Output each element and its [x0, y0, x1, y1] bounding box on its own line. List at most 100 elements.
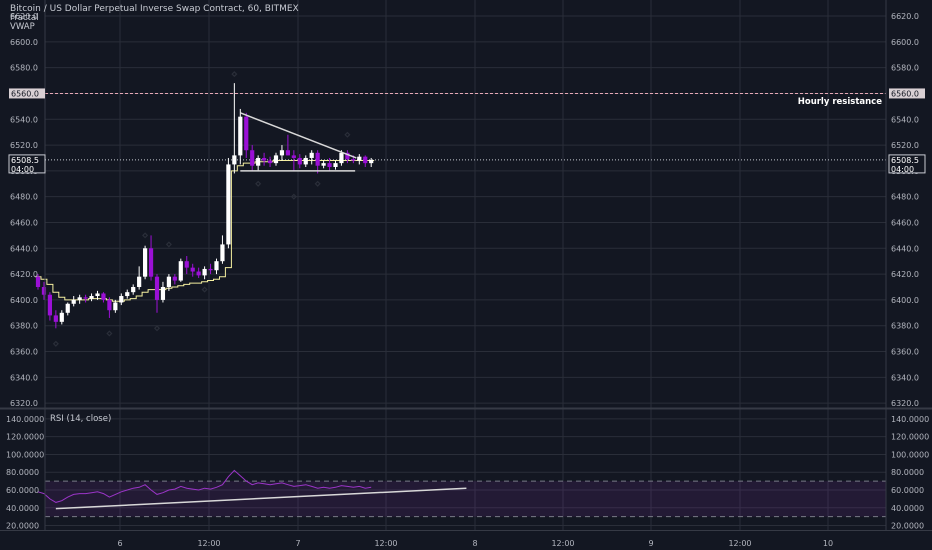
candle[interactable] [321, 160, 326, 169]
candle[interactable] [297, 154, 302, 169]
rsi-tick-label-left: 80.0000 [6, 468, 39, 477]
candle[interactable] [285, 134, 290, 156]
candle[interactable] [137, 266, 142, 290]
candle[interactable] [267, 156, 273, 167]
candle-body-bull [59, 312, 64, 322]
candle[interactable] [214, 258, 219, 275]
candle-body-bull [232, 155, 237, 165]
candle-body-bull [202, 268, 207, 276]
candle[interactable] [107, 297, 112, 318]
candle[interactable] [160, 281, 166, 303]
fractal-down-marker [106, 330, 113, 337]
price-tick-label-right: 6380.0 [891, 322, 919, 331]
candle-body-bull [119, 296, 124, 303]
candle-body-bull [369, 159, 374, 164]
candle[interactable] [196, 267, 201, 278]
trendline-drawings[interactable] [240, 112, 357, 172]
rsi-tick-label-left: 100.0000 [6, 450, 44, 459]
candle[interactable] [369, 157, 374, 167]
candle[interactable] [220, 235, 225, 264]
time-tick-label: 12:00 [728, 539, 751, 548]
candle[interactable] [327, 157, 332, 171]
candle[interactable] [345, 150, 350, 164]
candle-body-bull [89, 296, 94, 299]
rsi-title[interactable]: RSI (14, close) [50, 414, 111, 424]
candle[interactable] [315, 150, 320, 174]
candle[interactable] [238, 108, 243, 165]
resistance-price-tag-right[interactable] [889, 88, 925, 99]
candle[interactable] [77, 294, 82, 304]
candle[interactable] [232, 83, 237, 174]
candle[interactable] [303, 155, 308, 167]
candle-body-bear [53, 315, 58, 322]
candle[interactable] [119, 293, 124, 306]
candle[interactable] [59, 310, 64, 325]
candle[interactable] [250, 145, 255, 171]
candle-body-bull [137, 276, 142, 287]
candle[interactable] [226, 157, 231, 249]
time-tick-label: 12:00 [374, 539, 397, 548]
fractal-down-marker [255, 180, 262, 187]
candle[interactable] [244, 112, 249, 158]
candle[interactable] [190, 263, 195, 277]
candle[interactable] [262, 152, 267, 166]
candle[interactable] [53, 310, 58, 329]
candle-body-bull [65, 303, 70, 313]
price-tick-label-left: 6340.0 [10, 373, 38, 382]
price-tick-label-left: 6600.0 [10, 38, 38, 47]
price-tick-label-right: 6600.0 [891, 38, 919, 47]
price-tick-label-right: 6440.0 [891, 244, 919, 253]
candle[interactable] [41, 281, 47, 300]
candle[interactable] [166, 274, 171, 291]
candle[interactable] [309, 150, 314, 165]
candle[interactable] [125, 289, 130, 299]
candle-body-bear [35, 276, 41, 287]
candle[interactable] [291, 150, 296, 171]
candle[interactable] [256, 155, 261, 171]
candle[interactable] [333, 160, 338, 170]
rsi-indicator [37, 469, 467, 510]
candle[interactable] [113, 299, 118, 313]
candle[interactable] [143, 245, 148, 280]
candle[interactable] [357, 154, 362, 165]
descending-trendline[interactable] [240, 112, 357, 159]
candle-body-bull [279, 150, 285, 156]
candle[interactable] [172, 274, 177, 285]
candle-body-bull [321, 163, 326, 166]
indicator-fractal-label[interactable]: Fractal [10, 13, 39, 23]
rsi-tick-label-left: 140.0000 [6, 415, 44, 424]
candle[interactable] [363, 155, 368, 167]
candle-body-bear [83, 297, 88, 299]
candle-body-bull [333, 163, 338, 167]
resistance-price-label-left: 6560.0 [11, 89, 39, 98]
candle[interactable] [208, 263, 213, 275]
candle[interactable] [35, 274, 41, 290]
candle[interactable] [131, 284, 136, 295]
candle[interactable] [65, 302, 70, 316]
price-tick-label-left: 6320.0 [10, 399, 38, 408]
candle[interactable] [279, 145, 285, 161]
time-tick-label: 8 [472, 539, 477, 548]
candle[interactable] [273, 152, 279, 166]
candle[interactable] [89, 293, 94, 302]
candle[interactable] [178, 258, 183, 282]
candle[interactable] [202, 266, 207, 280]
price-tick-label-left: 6520.0 [10, 141, 38, 150]
candle[interactable] [184, 256, 189, 275]
candle[interactable] [95, 290, 100, 300]
price-tick-label-right: 6320.0 [891, 399, 919, 408]
candle-body-bull [113, 302, 118, 311]
candle[interactable] [83, 294, 88, 303]
candle[interactable] [148, 235, 154, 281]
indicator-vwap-label[interactable]: VWAP [10, 22, 35, 32]
resistance-price-tag-left[interactable] [9, 88, 45, 99]
candle[interactable] [154, 274, 160, 313]
candle[interactable] [101, 292, 106, 303]
rsi-trendline[interactable] [55, 487, 467, 510]
candle-body-bull [131, 287, 136, 293]
chart-title[interactable]: Bitcoin / US Dollar Perpetual Inverse Sw… [10, 4, 299, 14]
candle[interactable] [71, 296, 76, 307]
candle[interactable] [47, 292, 52, 321]
candlestick-series[interactable] [35, 83, 374, 329]
